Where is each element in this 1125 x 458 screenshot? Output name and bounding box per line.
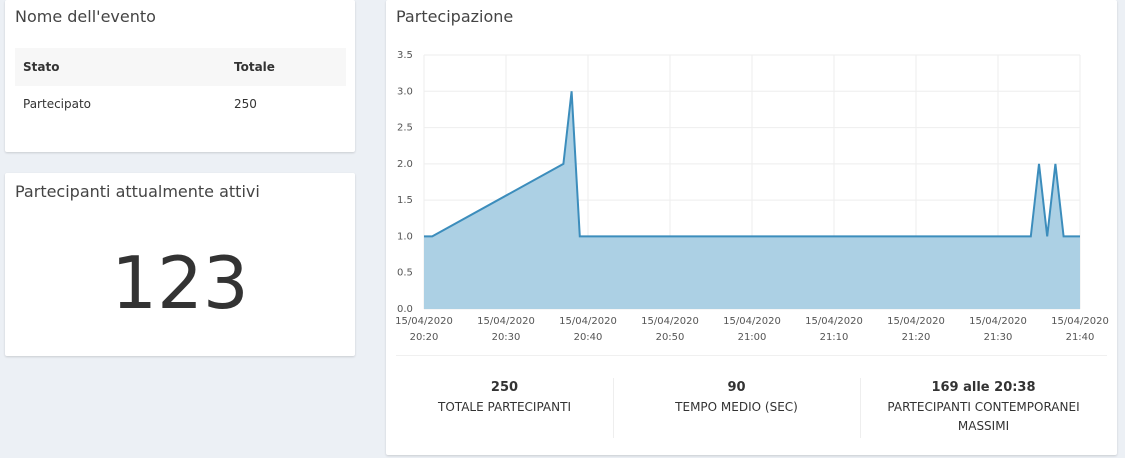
- chart-panel: Partecipazione 0.0 0.5 1.0 1.5 2.0 2.5 3.0 3.5 …: [386, 0, 1117, 455]
- active-panel: Partecipanti attualmente attivi 123: [5, 173, 355, 356]
- stat-value: 250: [490, 380, 519, 395]
- stat: 250 TOTALE PARTECIPANTI: [396, 378, 614, 438]
- x-tick-label: 15/04/2020 21:10: [805, 316, 863, 343]
- chart: 0.0 0.5 1.0 1.5 2.0 2.5 3.0 3.5: [397, 50, 1081, 315]
- y-tick-label: 0.0: [397, 304, 413, 315]
- y-tick-label: 3.0: [397, 86, 413, 97]
- panel-title: Partecipanti attualmente attivi: [15, 182, 260, 201]
- chart-title: Partecipazione: [396, 7, 514, 26]
- divider: [396, 355, 1107, 356]
- stat: 169 alle 20:38 PARTECIPANTI CONTEMPORANEI…: [860, 378, 1107, 438]
- y-tick-label: 2.5: [397, 123, 413, 134]
- stat-value: 169 alle 20:38: [931, 380, 1036, 395]
- x-tick-label: 15/04/2020 21:00: [723, 316, 781, 343]
- header-row: Stato Totale: [15, 48, 346, 86]
- cell: Partecipato: [23, 97, 92, 111]
- stat-value: 90: [727, 380, 746, 395]
- x-tick-label: 15/04/2020 21:20: [887, 316, 945, 343]
- x-tick-label: 15/04/2020 20:40: [559, 316, 617, 343]
- event-panel: Nome dell'evento Stato Totale Partecipat…: [5, 0, 355, 152]
- x-tick-label: 15/04/2020 20:50: [641, 316, 699, 343]
- stat-label: TEMPO MEDIO (SEC): [675, 400, 798, 414]
- cell: 250: [234, 97, 257, 111]
- line: [424, 91, 1080, 238]
- x-tick-label: 15/04/2020 20:30: [477, 316, 535, 343]
- stat-label: PARTECIPANTI CONTEMPORANEI MASSIMI: [887, 400, 1080, 433]
- header-cell: Totale: [226, 48, 346, 86]
- active-count: 123: [111, 241, 249, 325]
- stat: 90 TEMPO MEDIO (SEC): [613, 378, 861, 438]
- x-tick-label: 15/04/2020 21:30: [969, 316, 1027, 343]
- y-tick-label: 1.0: [397, 231, 413, 242]
- header-cell: Stato: [15, 48, 226, 86]
- y-tick-label: 1.5: [397, 195, 413, 206]
- y-tick-label: 0.5: [397, 268, 413, 279]
- table-row: Partecipato 250: [15, 86, 346, 122]
- stat-label: TOTALE PARTECIPANTI: [438, 400, 571, 414]
- x-tick-label: 15/04/2020 20:20: [395, 316, 453, 343]
- event-table: Stato Totale Partecipato 250: [15, 48, 346, 122]
- panel-title: Nome dell'evento: [15, 7, 156, 26]
- area: [424, 91, 1080, 310]
- y-tick-label: 2.0: [397, 159, 413, 170]
- y-tick-label: 3.5: [397, 50, 413, 61]
- x-tick-label: 15/04/2020 21:40: [1051, 316, 1109, 343]
